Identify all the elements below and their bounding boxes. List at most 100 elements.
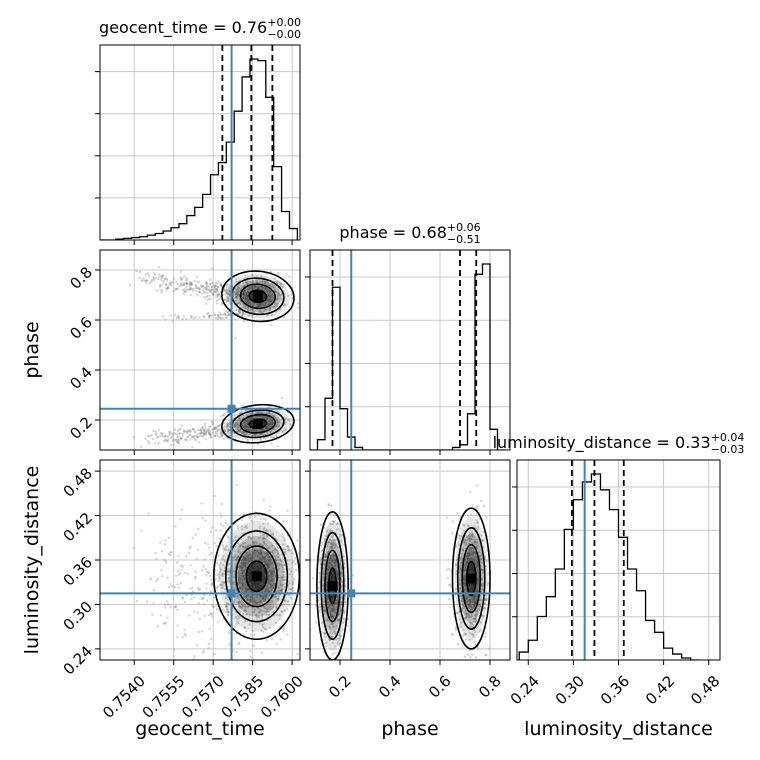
scatter-point — [207, 289, 211, 292]
scatter-point — [216, 295, 220, 298]
scatter-point — [254, 552, 258, 555]
scatter-point — [328, 560, 331, 563]
scatter-point — [333, 561, 336, 565]
scatter-point — [323, 556, 326, 559]
scatter-point — [484, 598, 487, 601]
scatter-point — [216, 434, 219, 438]
scatter-point — [472, 571, 475, 574]
scatter-point — [242, 425, 245, 428]
scatter-point — [347, 624, 350, 628]
scatter-point — [468, 534, 471, 538]
scatter-point — [224, 289, 227, 293]
scatter-point — [236, 420, 239, 423]
scatter-point — [224, 521, 228, 525]
scatter-point — [262, 522, 265, 526]
scatter-point — [234, 287, 238, 291]
scatter-point — [462, 542, 465, 545]
scatter-point — [243, 557, 246, 560]
scatter-point — [214, 287, 217, 290]
scatter-point — [259, 311, 263, 314]
scatter-point — [227, 289, 230, 293]
scatter-point — [267, 556, 270, 559]
scatter-point — [152, 279, 155, 282]
scatter-point — [190, 282, 193, 285]
scatter-point — [258, 303, 261, 306]
title-upper-error: +0.06 — [447, 221, 481, 234]
scatter-point — [265, 563, 269, 567]
scatter-point — [227, 428, 231, 431]
scatter-point — [252, 597, 256, 600]
scatter-point — [221, 434, 224, 438]
scatter-point — [238, 598, 241, 601]
scatter-point — [266, 534, 270, 538]
scatter-point — [276, 546, 280, 549]
scatter-point — [269, 430, 272, 434]
scatter-point — [475, 506, 478, 510]
scatter-point — [282, 630, 285, 633]
scatter-point — [466, 514, 470, 518]
scatter-point — [271, 575, 274, 578]
scatter-point — [200, 428, 203, 432]
scatter-point — [271, 586, 275, 590]
scatter-point — [271, 571, 274, 575]
scatter-point — [246, 439, 249, 442]
scatter-point — [179, 438, 183, 441]
scatter-point — [281, 610, 284, 614]
scatter-point — [260, 614, 264, 617]
scatter-point — [267, 293, 270, 296]
scatter-point — [466, 594, 469, 598]
scatter-point — [264, 552, 267, 555]
scatter-point — [467, 603, 470, 606]
scatter-point — [269, 300, 272, 303]
scatter-point — [469, 563, 472, 566]
scatter-point — [286, 633, 289, 636]
scatter-point — [264, 598, 267, 601]
scatter-point — [259, 582, 263, 586]
scatter-point — [246, 299, 250, 302]
scatter-point — [167, 552, 170, 556]
scatter-point — [471, 586, 474, 589]
scatter-point — [471, 625, 475, 629]
scatter-point — [258, 611, 261, 614]
scatter-point — [291, 297, 294, 300]
scatter-point — [220, 515, 223, 518]
scatter-point — [249, 573, 252, 576]
scatter-point — [456, 511, 459, 515]
scatter-point — [264, 287, 267, 290]
scatter-point — [474, 601, 477, 605]
scatter-point — [227, 298, 231, 301]
scatter-point — [332, 556, 335, 560]
scatter-point — [174, 287, 177, 290]
scatter-point — [208, 316, 211, 320]
scatter-point — [241, 584, 245, 587]
scatter-point — [221, 564, 225, 567]
scatter-point — [244, 551, 248, 555]
scatter-point — [219, 561, 222, 565]
scatter-point — [279, 589, 283, 592]
scatter-point — [463, 577, 466, 580]
scatter-point — [133, 435, 136, 439]
scatter-point — [264, 595, 267, 599]
scatter-point — [237, 554, 240, 558]
scatter-point — [213, 288, 216, 292]
scatter-point — [248, 588, 251, 592]
scatter-point — [160, 276, 163, 279]
scatter-point — [327, 503, 330, 506]
scatter-point — [201, 292, 204, 296]
scatter-point — [268, 309, 271, 312]
scatter-point — [259, 543, 263, 546]
scatter-point — [260, 629, 263, 633]
scatter-point — [255, 581, 259, 585]
scatter-point — [255, 569, 259, 572]
scatter-point — [282, 567, 285, 570]
scatter-point — [218, 436, 221, 439]
scatter-point — [470, 530, 474, 534]
scatter-point — [247, 427, 250, 431]
scatter-point — [270, 442, 273, 445]
scatter-point — [466, 612, 469, 616]
scatter-point — [261, 596, 265, 599]
scatter-point — [219, 529, 222, 532]
scatter-point — [220, 284, 223, 288]
scatter-point — [271, 421, 274, 424]
scatter-point — [282, 563, 285, 566]
